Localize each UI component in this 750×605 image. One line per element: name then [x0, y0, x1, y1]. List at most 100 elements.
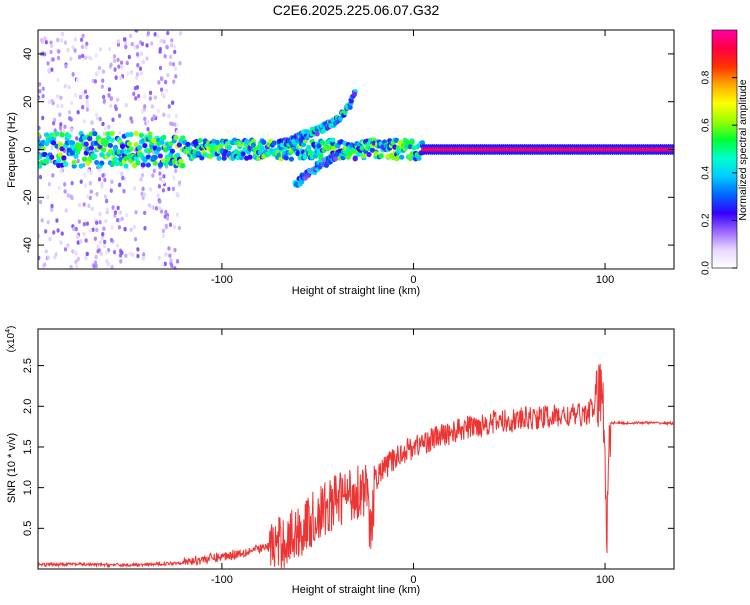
spectrogram-cell: [177, 180, 182, 185]
spectrogram-cell: [178, 158, 184, 164]
spectrogram-cell: [83, 55, 87, 61]
spectrogram-cell: [85, 160, 91, 166]
spectrogram-cell: [112, 58, 117, 64]
spectrogram-cell: [81, 33, 85, 39]
spectrogram-cell: [120, 216, 124, 221]
spectrogram-cell: [81, 91, 85, 96]
spectrogram-cell: [109, 130, 115, 136]
spectrogram-cell: [109, 137, 115, 143]
spectrogram-cell: [50, 98, 54, 104]
spectrogram-cell: [133, 237, 138, 242]
spectrogram-cell: [138, 132, 145, 138]
colorbar-tick-label: 0.8: [701, 70, 712, 84]
spectrogram-cell: [64, 64, 68, 69]
spectrogram-cell: [164, 209, 168, 215]
spectrogram-cell: [76, 256, 80, 262]
spectrogram-cell: [166, 72, 170, 78]
spectrogram-cell: [79, 179, 83, 184]
spectrogram-cell: [359, 145, 365, 151]
spectrogram-cell: [39, 199, 43, 205]
spectrogram-cell: [104, 219, 108, 224]
spectrogram-cell: [122, 189, 126, 194]
spectrogram-cell: [95, 192, 99, 197]
spectrogram-cell: [157, 153, 164, 159]
spectrogram-cell: [66, 133, 72, 139]
spectrogram-cell: [148, 90, 153, 96]
spectrogram-cell: [109, 96, 113, 102]
spectrogram-cell: [70, 180, 74, 186]
spectrogram-cell: [104, 250, 109, 255]
spectrogram-cell: [61, 155, 67, 161]
spectrogram-cell: [79, 37, 84, 43]
spectrogram-cell: [116, 97, 120, 103]
spectrogram-cell: [168, 222, 173, 227]
spectrogram-cell: [85, 107, 89, 112]
spectrogram-cell: [129, 227, 133, 232]
spectrogram-cell: [109, 188, 113, 193]
spectrogram-cell: [157, 80, 161, 85]
spectrogram-cell: [69, 264, 73, 269]
spectrogram-cell: [93, 79, 98, 84]
spectrogram-cell: [130, 119, 134, 124]
spectrogram-cell: [118, 210, 123, 215]
spectrogram-cell: [50, 67, 54, 72]
spectrogram-cell: [178, 60, 182, 66]
spectrogram-cell: [112, 156, 119, 162]
spectrogram-cell: [83, 141, 89, 147]
snr-ytick-label: 2.0: [22, 399, 34, 414]
spectrogram-cell: [165, 213, 170, 218]
spectrogram-cell: [95, 115, 100, 121]
spectrogram-cell: [74, 250, 78, 256]
spectrogram-cell: [240, 151, 246, 157]
spectrogram-cell: [416, 155, 422, 161]
spectrogram-cell: [174, 113, 179, 119]
spectrogram-cell: [79, 239, 83, 244]
spectrogram-xtick-label: 0: [410, 274, 416, 286]
spectrogram-cell: [59, 122, 63, 127]
spectrogram-cell: [105, 207, 109, 212]
spectrogram-cell: [99, 160, 105, 166]
spectrogram-cell: [71, 249, 75, 254]
spectrogram-cell: [109, 62, 113, 67]
spectrogram-cell: [153, 32, 157, 37]
spectrogram-cell: [75, 136, 79, 141]
spectrogram-cell: [399, 154, 405, 160]
spectrogram-cell: [78, 54, 82, 60]
spectrogram-cell: [103, 239, 107, 245]
spectrogram-cell: [334, 151, 340, 158]
spectrogram-cell: [91, 227, 95, 232]
spectrogram-cell: [63, 124, 67, 130]
spectrogram-cell: [175, 123, 179, 128]
spectrogram-cell: [250, 142, 257, 148]
spectrogram-cell: [185, 141, 191, 147]
spectrogram-cell: [76, 240, 80, 245]
spectrogram-cell: [126, 141, 132, 147]
spectrogram-cell: [137, 93, 141, 99]
spectrogram-cell: [140, 162, 146, 168]
spectrogram-cell: [152, 114, 156, 119]
spectrogram-cell: [73, 48, 77, 53]
spectrogram-cell: [100, 184, 104, 189]
spectrogram-cell: [145, 162, 151, 168]
spectrogram-cell: [85, 221, 90, 226]
spectrogram-cell: [51, 57, 55, 62]
spectrogram-cell: [85, 251, 89, 257]
spectrogram-cell: [128, 131, 134, 138]
snr-xtick-label: -100: [211, 574, 233, 586]
spectrogram-cell: [103, 194, 108, 199]
spectrogram-cell: [126, 71, 130, 77]
spectrogram-cell: [319, 140, 326, 146]
spectrogram-cell: [46, 195, 50, 200]
spectrogram-cell: [88, 195, 92, 201]
spectrogram-cell: [50, 207, 54, 213]
colorbar-frame: [711, 29, 738, 269]
spectrogram-cell: [103, 177, 107, 183]
spectrogram-cell: [156, 34, 160, 39]
spectrogram-cell: [44, 159, 50, 165]
spectrogram-cell: [128, 251, 132, 256]
spectrogram-cell: [73, 37, 78, 42]
spectrogram-cell: [72, 226, 76, 232]
spectrogram-cell: [373, 151, 379, 157]
spectrogram-cell: [167, 186, 171, 192]
snr-multiplier-close: ): [6, 326, 17, 329]
